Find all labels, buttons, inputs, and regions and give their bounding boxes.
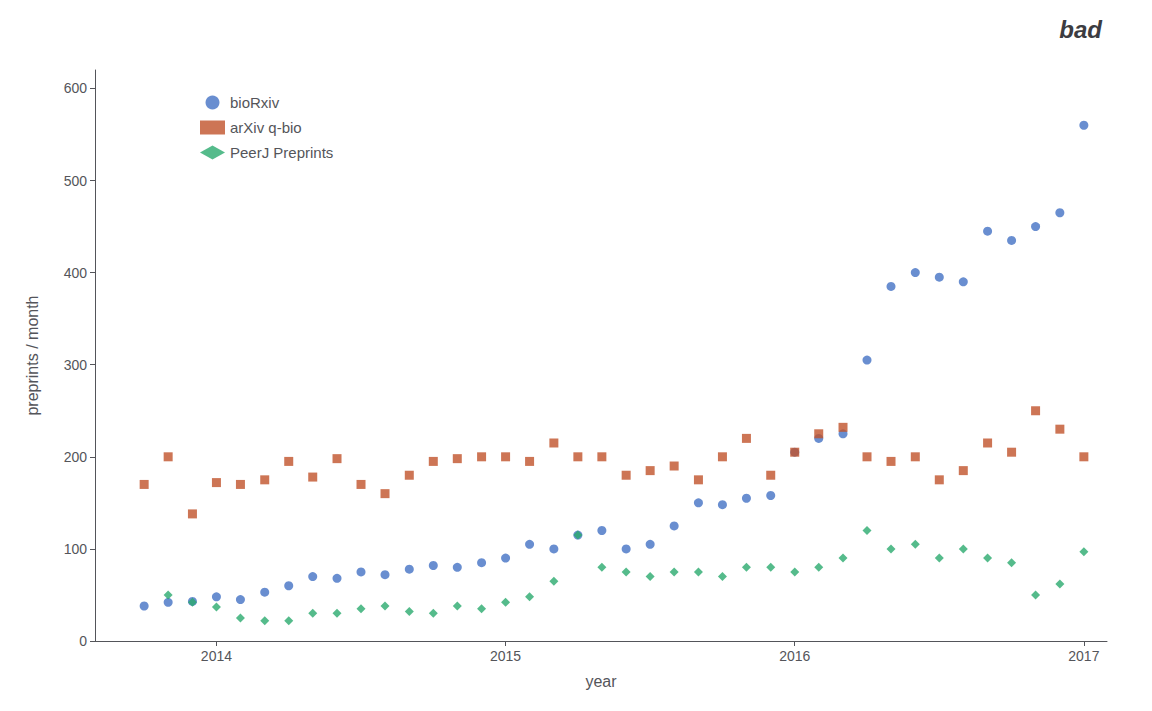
svg-text:year: year [585,673,617,690]
svg-text:2014: 2014 [201,648,232,664]
svg-text:2017: 2017 [1068,648,1099,664]
svg-text:preprints / month: preprints / month [24,295,41,415]
svg-text:arXiv q-bio: arXiv q-bio [230,119,302,136]
svg-text:600: 600 [64,80,88,96]
svg-text:0: 0 [79,633,87,649]
svg-text:400: 400 [64,265,88,281]
svg-text:200: 200 [64,449,88,465]
svg-text:bioRxiv: bioRxiv [230,94,280,111]
svg-text:100: 100 [64,541,88,557]
svg-text:300: 300 [64,357,88,373]
svg-text:bad: bad [1059,16,1103,43]
svg-text:2016: 2016 [779,648,810,664]
svg-text:2015: 2015 [490,648,521,664]
svg-text:PeerJ Preprints: PeerJ Preprints [230,144,333,161]
svg-text:500: 500 [64,173,88,189]
